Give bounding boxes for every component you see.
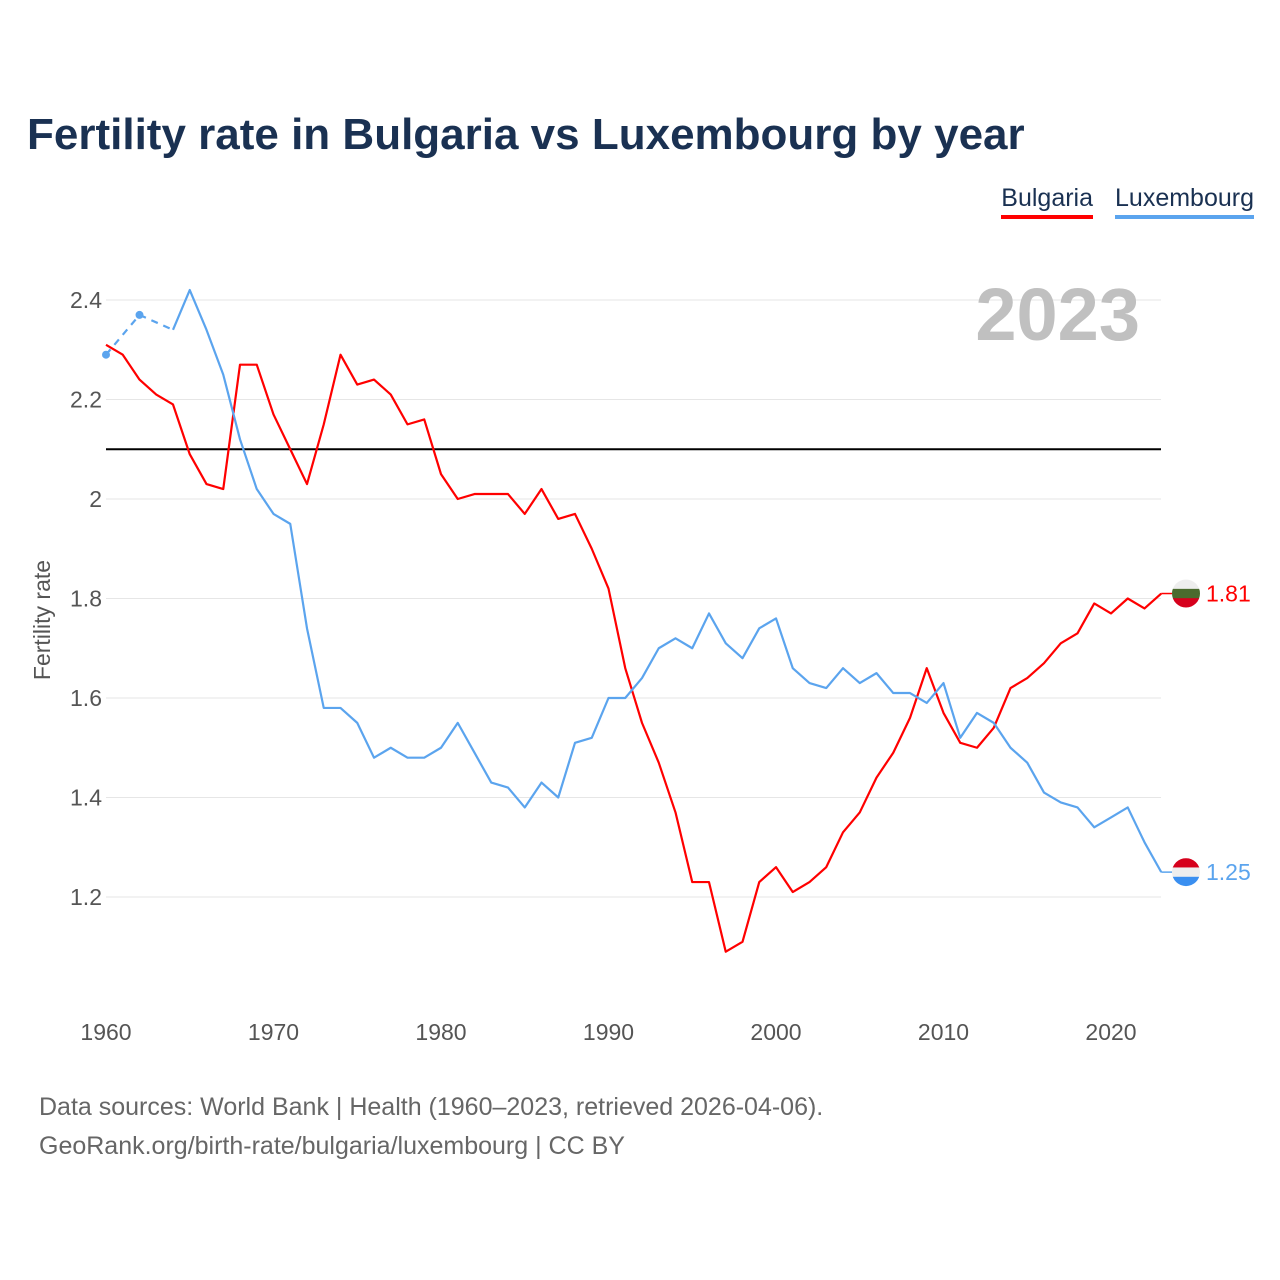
flag-luxembourg-icon xyxy=(1172,858,1200,887)
source-text: Data sources: World Bank | Health (1960–… xyxy=(39,1093,824,1121)
flag-bulgaria-icon xyxy=(1172,579,1200,608)
y-tick-label: 1.2 xyxy=(70,884,102,910)
series-line-luxembourg xyxy=(171,288,1163,873)
footer: Data sources: World Bank | Health (1960–… xyxy=(39,1088,823,1166)
series-line-bulgaria xyxy=(105,343,1162,953)
x-tick-label: 1960 xyxy=(80,1019,131,1045)
year-watermark: 2023 xyxy=(975,273,1140,356)
y-tick-label: 2.2 xyxy=(70,387,102,413)
y-tick-label: 2.4 xyxy=(70,287,102,313)
legend-item-bulgaria[interactable]: Bulgaria xyxy=(1001,184,1094,219)
end-value-label-luxembourg: 1.25 xyxy=(1206,859,1251,885)
end-value-label-bulgaria: 1.81 xyxy=(1206,581,1251,607)
data-point-luxembourg[interactable] xyxy=(102,350,110,359)
chart-title: Fertility rate in Bulgaria vs Luxembourg… xyxy=(27,110,1025,159)
y-axis-label: Fertility rate xyxy=(29,560,55,680)
y-tick-label: 2 xyxy=(89,486,102,512)
x-tick-label: 2010 xyxy=(918,1019,969,1045)
credit-link[interactable]: GeoRank.org/birth-rate/bulgaria/luxembou… xyxy=(39,1132,625,1160)
x-tick-label: 1970 xyxy=(248,1019,299,1045)
legend: Bulgaria Luxembourg xyxy=(1001,184,1254,219)
y-tick-label: 1.6 xyxy=(70,685,102,711)
y-tick-label: 1.4 xyxy=(70,785,102,811)
data-point-luxembourg[interactable] xyxy=(135,310,144,319)
x-tick-label: 1990 xyxy=(583,1019,634,1045)
x-tick-label: 1980 xyxy=(415,1019,466,1045)
x-tick-label: 2020 xyxy=(1085,1019,1136,1045)
x-tick-label: 2000 xyxy=(750,1019,801,1045)
y-tick-label: 1.8 xyxy=(70,586,102,612)
series-gap-line-luxembourg xyxy=(105,313,174,356)
legend-item-luxembourg[interactable]: Luxembourg xyxy=(1115,184,1254,219)
